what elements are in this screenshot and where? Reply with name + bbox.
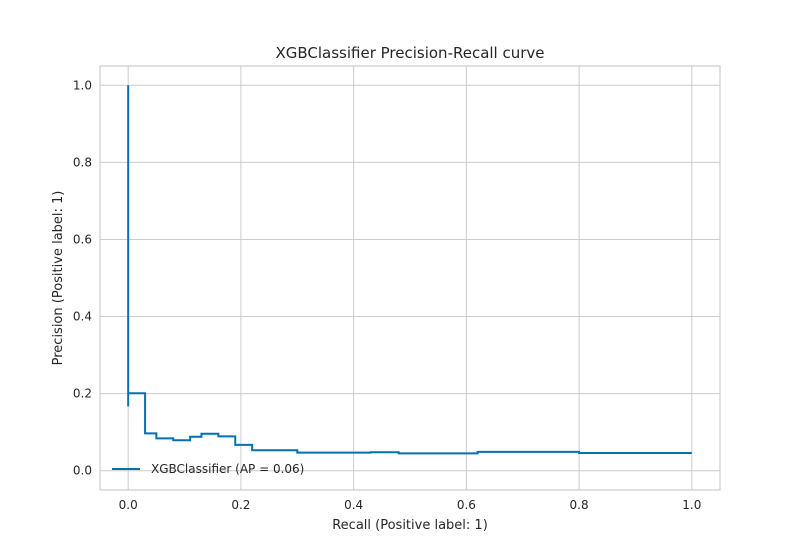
x-axis-label: Recall (Positive label: 1) bbox=[332, 518, 488, 533]
plot-area bbox=[100, 66, 720, 490]
grid-lines bbox=[100, 66, 720, 490]
legend-label: XGBClassifier (AP = 0.06) bbox=[151, 462, 304, 476]
y-tick-label: 1.0 bbox=[73, 78, 92, 92]
x-tick-label: 0.4 bbox=[344, 498, 363, 512]
x-tick-label: 0.0 bbox=[119, 498, 138, 512]
y-tick-label: 0.8 bbox=[73, 155, 92, 169]
y-tick-label: 0.2 bbox=[73, 387, 92, 401]
plot-frame bbox=[99, 65, 721, 491]
series-line bbox=[127, 85, 692, 455]
legend: XGBClassifier (AP = 0.06) bbox=[112, 462, 304, 476]
chart-title: XGBClassifier Precision-Recall curve bbox=[275, 44, 544, 62]
x-tick-label: 0.6 bbox=[457, 498, 476, 512]
y-axis-label: Precision (Positive label: 1) bbox=[51, 191, 66, 366]
x-tick-label: 0.2 bbox=[231, 498, 250, 512]
x-tick-label: 0.8 bbox=[570, 498, 589, 512]
x-tick-label: 1.0 bbox=[682, 498, 701, 512]
y-tick-label: 0.4 bbox=[73, 310, 92, 324]
tick-labels: 0.0 0.2 0.4 0.6 0.8 1.0 0.0 0.2 0.4 0.6 0.8 1.0 bbox=[73, 78, 701, 512]
y-tick-label: 0.0 bbox=[73, 464, 92, 478]
series-layer bbox=[127, 85, 692, 455]
y-tick-label: 0.6 bbox=[73, 232, 92, 246]
